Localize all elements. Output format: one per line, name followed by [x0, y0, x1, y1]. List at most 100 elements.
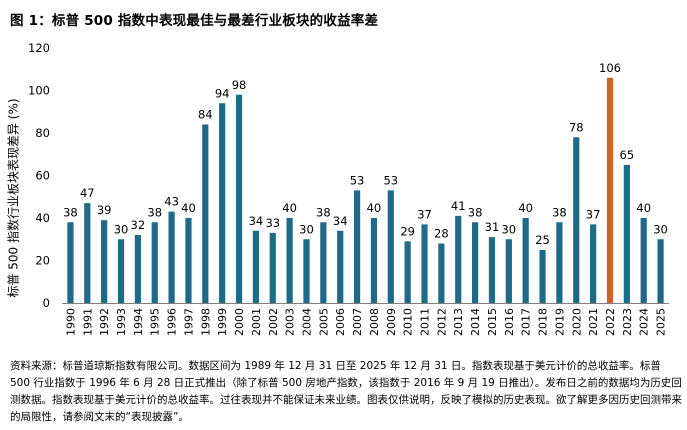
value-label-2017: 40: [518, 201, 533, 215]
x-tick-label-2001: 2001: [250, 308, 263, 336]
x-tick-label-2020: 2020: [570, 308, 583, 336]
bar-2025: [657, 239, 664, 303]
x-tick-label-1994: 1994: [132, 308, 145, 336]
bar-2004: [303, 239, 310, 303]
x-tick-label-2021: 2021: [587, 308, 600, 336]
bar-1996: [168, 211, 175, 304]
bar-1990: [67, 222, 74, 303]
x-tick-label-2003: 2003: [284, 308, 297, 336]
x-tick-label-1993: 1993: [115, 308, 128, 336]
value-label-1996: 43: [164, 195, 179, 209]
source-note: 资料来源：标普道琼斯指数有限公司。数据区间为 1989 年 12 月 31 日至…: [10, 360, 682, 423]
x-tick-label-2024: 2024: [638, 308, 651, 336]
value-label-2016: 30: [501, 222, 516, 236]
x-tick-label-2022: 2022: [604, 308, 617, 336]
x-tick-label-2025: 2025: [655, 308, 668, 336]
x-tick-label-2014: 2014: [469, 308, 482, 336]
x-axis-tick-labels: 1990 1991 1992 1993 1994 1995 1996 1997 1998 1999…: [64, 308, 667, 336]
bar-1999: [219, 103, 226, 303]
bar-2000: [235, 94, 243, 303]
x-tick-label-2013: 2013: [452, 308, 465, 336]
bar-1997: [185, 218, 192, 303]
value-label-2003: 40: [282, 201, 297, 215]
value-label-2013: 41: [451, 199, 466, 213]
value-label-2023: 65: [620, 148, 635, 162]
value-label-2014: 38: [468, 205, 483, 219]
x-tick-label-2019: 2019: [553, 308, 566, 336]
bar-2020: [573, 137, 580, 303]
bar-2024: [640, 218, 647, 303]
y-tick-label-40: 40: [35, 211, 50, 225]
value-label-2012: 28: [434, 227, 449, 241]
bar-1993: [117, 239, 125, 303]
value-label-2006: 34: [333, 214, 348, 228]
bar-2001: [252, 230, 259, 303]
bar-2005: [320, 222, 327, 303]
bar-1992: [101, 220, 108, 304]
bar-2008: [370, 218, 378, 303]
bar-2002: [269, 232, 276, 304]
bar-2021: [590, 224, 597, 304]
y-tick-label-0: 0: [43, 296, 50, 310]
x-tick-label-2002: 2002: [267, 308, 280, 336]
value-label-2002: 33: [265, 216, 280, 230]
bar-2019: [556, 222, 563, 303]
value-label-1999: 94: [215, 86, 230, 100]
x-tick-label-1999: 1999: [216, 308, 229, 336]
y-tick-label-100: 100: [28, 84, 50, 98]
x-tick-label-2008: 2008: [368, 308, 381, 336]
x-tick-label-1998: 1998: [199, 308, 212, 336]
x-tick-label-2015: 2015: [486, 308, 499, 336]
x-tick-label-1992: 1992: [98, 308, 111, 336]
bar-2003: [286, 218, 293, 303]
bar-1995: [151, 222, 158, 303]
value-label-2015: 31: [485, 220, 500, 234]
x-tick-label-2010: 2010: [402, 308, 415, 336]
value-label-1993: 30: [114, 222, 129, 236]
x-tick-label-2017: 2017: [520, 308, 533, 336]
x-tick-label-1990: 1990: [64, 308, 77, 336]
x-tick-label-2011: 2011: [419, 308, 432, 336]
bar-1994: [134, 235, 141, 303]
bar-2016: [505, 239, 512, 303]
x-tick-label-1995: 1995: [149, 308, 162, 336]
value-label-2000: 98: [232, 78, 247, 92]
bar-2023: [623, 164, 630, 304]
x-tick-label-2000: 2000: [233, 308, 246, 336]
value-label-1994: 32: [131, 218, 146, 232]
bar-2013: [455, 215, 462, 304]
x-tick-label-1997: 1997: [182, 308, 195, 336]
bar-2017: [522, 218, 529, 303]
y-axis-ticks: 0 20 40 60 80 100 120: [28, 41, 50, 310]
value-label-2007: 53: [350, 173, 365, 187]
value-label-2022: 106: [599, 61, 621, 75]
value-label-2020: 78: [569, 120, 584, 134]
value-label-1990: 38: [63, 205, 78, 219]
value-label-2009: 53: [383, 173, 398, 187]
bar-2010: [404, 241, 411, 304]
value-label-1991: 47: [80, 186, 95, 200]
bar-2009: [387, 190, 394, 304]
x-tick-label-2005: 2005: [317, 308, 330, 336]
value-label-2010: 29: [400, 224, 415, 238]
bar-2022: [606, 77, 614, 303]
bar-2015: [488, 237, 496, 304]
value-label-2008: 40: [367, 201, 382, 215]
x-tick-label-2009: 2009: [385, 308, 398, 336]
bar-2014: [472, 222, 479, 303]
value-label-2021: 37: [586, 207, 601, 221]
value-label-1995: 38: [147, 205, 162, 219]
y-tick-label-60: 60: [35, 169, 50, 183]
value-label-1998: 84: [198, 108, 213, 122]
y-tick-label-120: 120: [28, 41, 50, 55]
bar-2007: [353, 190, 361, 304]
value-label-2025: 30: [653, 222, 668, 236]
x-tick-label-2004: 2004: [300, 308, 313, 336]
value-label-2011: 37: [417, 207, 432, 221]
value-label-2019: 38: [552, 205, 567, 219]
x-tick-label-2007: 2007: [351, 308, 364, 336]
bar-2012: [438, 243, 445, 303]
x-tick-label-2023: 2023: [621, 308, 634, 336]
